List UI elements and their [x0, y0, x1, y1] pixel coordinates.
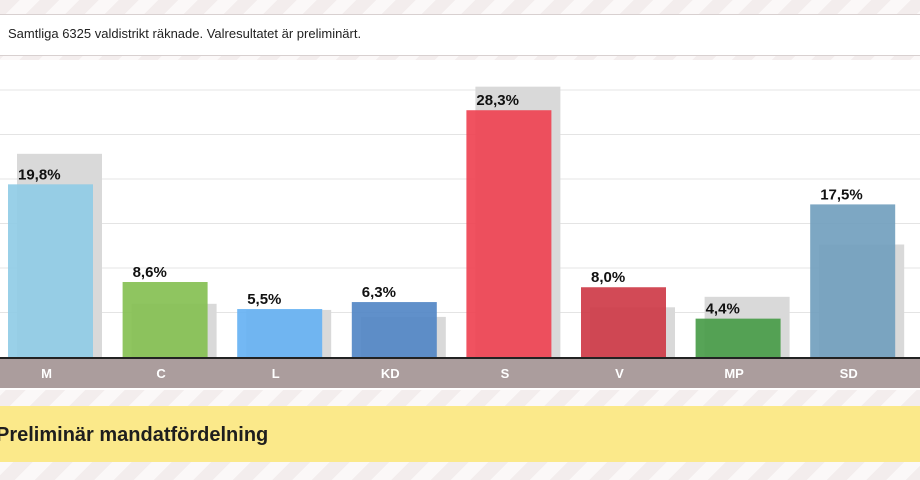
results-chart-panel: 19,8% 8,6% 5,5% 6,3% 28,3% 8,0% 4,4% 17,5% M C L K… [0, 60, 920, 390]
value-label-s: 28,3% [476, 92, 519, 109]
value-label-mp: 4,4% [706, 301, 740, 318]
result-bar-mp[interactable] [695, 318, 781, 357]
result-bar-sd[interactable] [810, 204, 896, 357]
category-label-l: L [272, 366, 280, 381]
value-label-sd: 17,5% [820, 186, 863, 203]
category-label-v: V [615, 366, 624, 381]
result-bar-c[interactable] [122, 282, 208, 357]
category-label-c: C [156, 366, 166, 381]
results-bar-chart: 19,8% 8,6% 5,5% 6,3% 28,3% 8,0% 4,4% 17,5% M C L K… [0, 86, 920, 388]
value-label-kd: 6,3% [362, 284, 396, 301]
category-label-m: M [41, 366, 52, 381]
mandate-distribution-title: Preliminär mandatfördelning [0, 424, 269, 446]
result-bar-kd[interactable] [351, 302, 437, 357]
result-bar-s[interactable] [466, 110, 552, 357]
result-bar-m[interactable] [8, 184, 93, 357]
category-label-s: S [501, 366, 510, 381]
category-label-sd: SD [840, 366, 858, 381]
value-label-l: 5,5% [247, 291, 281, 308]
category-label-mp: MP [724, 366, 744, 381]
category-axis-band [0, 358, 920, 388]
result-bar-l[interactable] [237, 309, 323, 357]
value-label-m: 19,8% [18, 166, 61, 183]
results-status-note: Samtliga 6325 valdistrikt räknade. Valre… [8, 26, 362, 41]
mandate-distribution-banner[interactable]: Preliminär mandatfördelning [0, 406, 920, 462]
value-label-v: 8,0% [591, 269, 625, 286]
results-note-bar: Samtliga 6325 valdistrikt räknade. Valre… [0, 14, 920, 56]
value-label-c: 8,6% [133, 264, 167, 281]
category-label-kd: KD [381, 366, 400, 381]
result-bar-v[interactable] [581, 287, 666, 357]
